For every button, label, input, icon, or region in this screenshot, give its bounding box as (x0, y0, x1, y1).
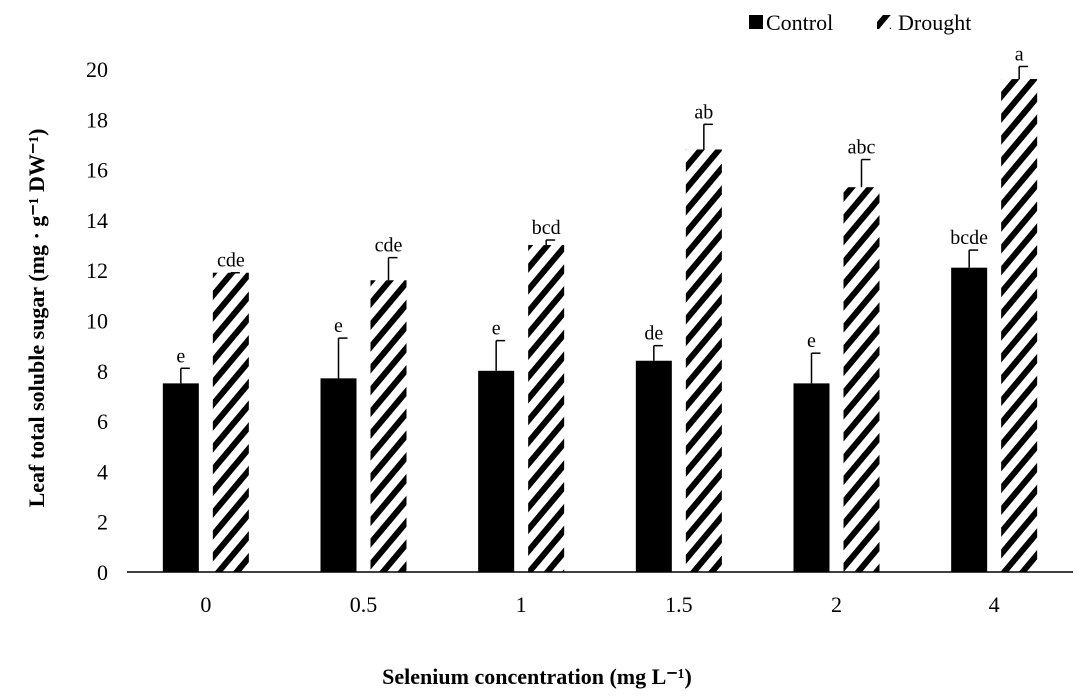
x-axis-title: Selenium concentration (mg L⁻¹) (382, 664, 692, 689)
bar-control (162, 383, 199, 572)
legend-control-swatch (749, 15, 763, 29)
significance-label: e (807, 330, 816, 352)
legend-control-label: Control (766, 10, 833, 35)
bar-control (951, 267, 988, 572)
bar-control (478, 370, 515, 572)
x-tick-label: 2 (831, 592, 842, 617)
legend-drought-swatch (877, 15, 891, 29)
bar-drought (370, 280, 407, 572)
bar-control (635, 360, 672, 572)
x-tick-label: 0.5 (350, 592, 378, 617)
x-axis: 0 0.5 1 1.5 2 4 (200, 592, 999, 617)
y-tick-label: 10 (86, 309, 108, 334)
y-tick-label: 0 (97, 560, 108, 585)
bar-drought (843, 187, 880, 572)
y-axis-title: Leaf total soluble sugar (mg · g⁻¹ DW⁻¹) (24, 129, 49, 508)
significance-label: cde (217, 250, 245, 272)
bar-drought (1001, 79, 1038, 572)
bar-drought (212, 272, 249, 572)
significance-label: de (644, 323, 663, 345)
y-tick-label: 2 (97, 510, 108, 535)
y-tick-label: 14 (86, 208, 108, 233)
bar-drought (528, 245, 565, 573)
y-tick-label: 20 (86, 57, 108, 82)
significance-label: ab (694, 101, 713, 123)
bars: e cde e cde e bcd de ab e abc bcde a (162, 43, 1038, 573)
bar-control (793, 383, 830, 572)
significance-label: abc (848, 137, 876, 159)
legend-drought-label: Drought (898, 10, 971, 35)
y-tick-label: 8 (97, 359, 108, 384)
x-tick-label: 1 (516, 592, 527, 617)
y-tick-label: 4 (97, 459, 108, 484)
bar-control (320, 378, 357, 572)
y-axis: 0 2 4 6 8 10 12 14 16 18 20 (86, 57, 108, 585)
bar-drought (685, 149, 722, 573)
significance-label: e (334, 315, 343, 337)
significance-label: a (1015, 43, 1024, 65)
significance-label: e (492, 318, 501, 340)
significance-label: cde (375, 235, 403, 257)
x-tick-label: 0 (200, 592, 211, 617)
significance-label: bcde (950, 227, 988, 249)
legend: Control Drought (749, 10, 971, 35)
y-tick-label: 6 (97, 409, 108, 434)
x-tick-label: 1.5 (665, 592, 693, 617)
y-tick-label: 18 (86, 107, 108, 132)
y-tick-label: 12 (86, 258, 108, 283)
y-tick-label: 16 (86, 158, 108, 183)
significance-label: e (176, 345, 185, 367)
significance-label: bcd (532, 217, 561, 239)
x-tick-label: 4 (989, 592, 1000, 617)
